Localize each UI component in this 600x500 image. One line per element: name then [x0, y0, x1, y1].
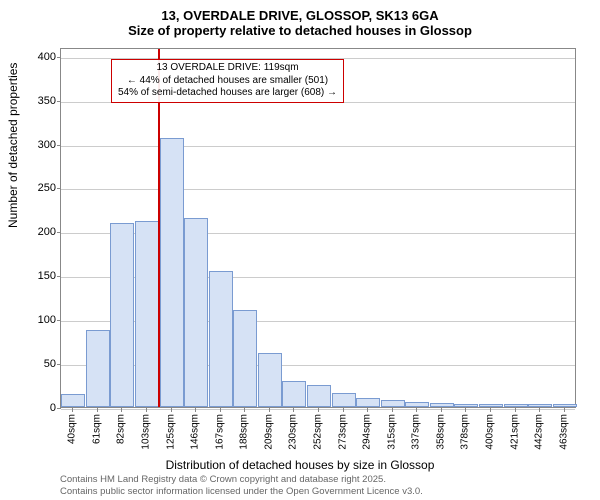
x-axis-ticks: 40sqm 61sqm 82sqm 103sqm 125sqm 146sqm 167sqm 1… — [60, 408, 576, 452]
x-tick-mark — [220, 408, 221, 412]
x-tick-mark — [97, 408, 98, 412]
y-tick-label: 250 — [20, 182, 56, 194]
x-tick-label: 273sqm — [337, 414, 348, 450]
histogram-bar — [110, 223, 134, 407]
x-tick-mark — [343, 408, 344, 412]
histogram-bar — [356, 398, 380, 407]
histogram-bar — [405, 402, 429, 407]
x-tick-mark — [171, 408, 172, 412]
y-tick-label: 100 — [20, 314, 56, 326]
x-tick-label: 61sqm — [91, 414, 102, 444]
x-tick-mark — [490, 408, 491, 412]
x-tick-label: 294sqm — [362, 414, 373, 450]
x-tick-mark — [465, 408, 466, 412]
x-tick-mark — [564, 408, 565, 412]
x-tick-mark — [515, 408, 516, 412]
x-tick-label: 146sqm — [190, 414, 201, 450]
y-tick-label: 400 — [20, 51, 56, 63]
x-tick-label: 40sqm — [67, 414, 78, 444]
histogram-bar — [160, 138, 184, 407]
histogram-bar — [430, 403, 454, 407]
x-tick-label: 463sqm — [558, 414, 569, 450]
y-tick-label: 350 — [20, 95, 56, 107]
x-tick-mark — [244, 408, 245, 412]
y-tick-label: 300 — [20, 139, 56, 151]
x-tick-label: 125sqm — [165, 414, 176, 450]
y-tick-label: 150 — [20, 270, 56, 282]
histogram-bar — [332, 393, 356, 407]
x-tick-mark — [121, 408, 122, 412]
histogram-bar — [282, 381, 306, 407]
x-tick-mark — [367, 408, 368, 412]
histogram-bar — [209, 271, 233, 407]
annotation-box: 13 OVERDALE DRIVE: 119sqm ← 44% of detac… — [111, 59, 344, 103]
x-tick-label: 167sqm — [214, 414, 225, 450]
x-tick-label: 188sqm — [239, 414, 250, 450]
x-tick-mark — [72, 408, 73, 412]
x-tick-label: 315sqm — [386, 414, 397, 450]
histogram-bar — [233, 310, 257, 407]
histogram-bar — [184, 218, 208, 407]
gridline — [61, 146, 575, 147]
x-tick-label: 103sqm — [141, 414, 152, 450]
histogram-bar — [381, 400, 405, 407]
plot-area: 13 OVERDALE DRIVE: 119sqm ← 44% of detac… — [60, 48, 576, 408]
x-tick-label: 209sqm — [263, 414, 274, 450]
x-tick-label: 442sqm — [534, 414, 545, 450]
histogram-bar — [86, 330, 110, 407]
x-tick-label: 82sqm — [116, 414, 127, 444]
histogram-bar — [61, 394, 85, 407]
x-tick-mark — [195, 408, 196, 412]
annotation-line-1: 13 OVERDALE DRIVE: 119sqm — [118, 62, 337, 75]
footnote: Contains HM Land Registry data © Crown c… — [60, 474, 423, 499]
x-tick-label: 337sqm — [411, 414, 422, 450]
y-tick-label: 0 — [20, 402, 56, 414]
histogram-bar — [553, 404, 577, 407]
x-tick-mark — [269, 408, 270, 412]
y-tick-label: 200 — [20, 226, 56, 238]
x-tick-label: 400sqm — [485, 414, 496, 450]
x-tick-mark — [392, 408, 393, 412]
annotation-line-3: 54% of semi-detached houses are larger (… — [118, 87, 337, 100]
histogram-bar — [479, 404, 503, 408]
x-tick-mark — [441, 408, 442, 412]
title-line-1: 13, OVERDALE DRIVE, GLOSSOP, SK13 6GA — [0, 8, 600, 23]
x-tick-mark — [416, 408, 417, 412]
property-marker-line — [158, 49, 160, 407]
y-axis-ticks: 050100150200250300350400 — [18, 48, 56, 408]
x-tick-mark — [318, 408, 319, 412]
x-axis-label: Distribution of detached houses by size … — [0, 458, 600, 472]
x-tick-label: 421sqm — [509, 414, 520, 450]
histogram-bar — [135, 221, 159, 407]
x-tick-label: 252sqm — [313, 414, 324, 450]
annotation-line-2: ← 44% of detached houses are smaller (50… — [118, 75, 337, 88]
histogram-bar — [504, 404, 528, 407]
title-block: 13, OVERDALE DRIVE, GLOSSOP, SK13 6GA Si… — [0, 0, 600, 38]
histogram-bar — [454, 404, 478, 408]
x-tick-label: 358sqm — [435, 414, 446, 450]
x-tick-mark — [293, 408, 294, 412]
histogram-bar — [258, 353, 282, 407]
footnote-line-1: Contains HM Land Registry data © Crown c… — [60, 474, 423, 486]
footnote-line-2: Contains public sector information licen… — [60, 486, 423, 498]
y-tick-label: 50 — [20, 358, 56, 370]
x-tick-mark — [539, 408, 540, 412]
chart-container: 13, OVERDALE DRIVE, GLOSSOP, SK13 6GA Si… — [0, 0, 600, 500]
x-tick-label: 378sqm — [460, 414, 471, 450]
x-tick-label: 230sqm — [288, 414, 299, 450]
histogram-bar — [307, 385, 331, 407]
gridline — [61, 189, 575, 190]
title-line-2: Size of property relative to detached ho… — [0, 23, 600, 38]
histogram-bar — [528, 404, 552, 407]
x-tick-mark — [146, 408, 147, 412]
